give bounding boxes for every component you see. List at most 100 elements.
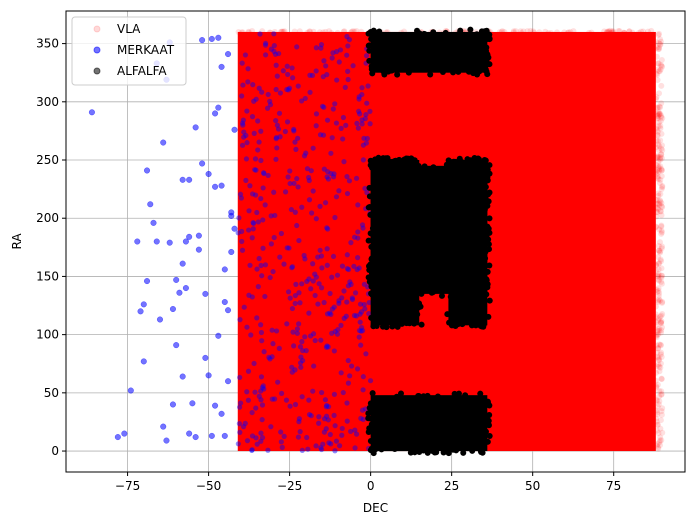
merkaat-point [241, 304, 247, 310]
vla-point [653, 407, 660, 414]
merkaat-point [349, 295, 355, 301]
merkaat-point [267, 274, 273, 281]
alfalfa-point [484, 61, 491, 68]
merkaat-point [321, 429, 327, 435]
merkaat-point [195, 246, 202, 253]
merkaat-point [332, 214, 338, 221]
vla-point [658, 167, 665, 174]
merkaat-point [224, 378, 232, 385]
vla-point [653, 397, 660, 404]
merkaat-point [334, 77, 340, 83]
vla-point [657, 36, 664, 43]
vla-point [655, 330, 662, 337]
vla-point [655, 40, 662, 47]
merkaat-point [362, 116, 368, 122]
vla-point [652, 311, 659, 318]
merkaat-point [260, 185, 266, 191]
vla-point [604, 28, 611, 35]
merkaat-point [304, 434, 310, 441]
merkaat-point [327, 290, 333, 297]
merkaat-point [272, 51, 279, 57]
alfalfa-point [393, 322, 400, 329]
legend-marker-merkaat [93, 46, 101, 54]
merkaat-point [323, 404, 330, 410]
merkaat-point [294, 44, 300, 50]
vla-point [658, 82, 665, 89]
merkaat-point [249, 191, 256, 197]
merkaat-point [313, 68, 319, 74]
merkaat-point [345, 266, 352, 273]
merkaat-point [328, 311, 334, 318]
merkaat-point [322, 416, 328, 422]
vla-point [658, 145, 665, 152]
merkaat-point [319, 265, 325, 271]
merkaat-point [186, 233, 193, 240]
merkaat-point [291, 343, 297, 349]
vla-point [278, 28, 285, 35]
merkaat-point [266, 354, 272, 361]
merkaat-point [273, 117, 279, 124]
vla-point [652, 319, 659, 326]
merkaat-point [258, 388, 264, 394]
vla-point [310, 28, 317, 35]
vla-point [659, 298, 666, 305]
alfalfa-point [401, 165, 408, 172]
merkaat-point [137, 308, 144, 315]
vla-point [659, 299, 666, 306]
alfalfa-point [374, 163, 381, 170]
merkaat-point [267, 102, 274, 108]
vla-point [657, 163, 664, 170]
merkaat-point [249, 294, 255, 300]
vla-point [659, 405, 666, 412]
vla-point [655, 44, 662, 51]
merkaat-point [310, 188, 316, 194]
vla-point [652, 377, 659, 384]
merkaat-point [236, 215, 242, 221]
merkaat-point [273, 86, 279, 93]
alfalfa-point [430, 29, 437, 36]
merkaat-point [218, 63, 225, 70]
vla-point [658, 223, 665, 230]
merkaat-point [275, 126, 282, 132]
vla-point [657, 417, 664, 424]
vla-point [656, 327, 663, 334]
merkaat-point [317, 247, 323, 253]
vla-point [291, 28, 298, 35]
vla-point [655, 430, 662, 437]
alfalfa-point [481, 413, 488, 420]
merkaat-point [355, 255, 361, 261]
merkaat-point [305, 446, 311, 452]
merkaat-point [273, 136, 279, 142]
merkaat-point [279, 444, 285, 450]
vla-point [655, 325, 662, 332]
merkaat-point [311, 363, 317, 369]
merkaat-point [317, 132, 324, 138]
merkaat-point [295, 434, 302, 440]
vla-point [358, 28, 365, 35]
vla-point [656, 197, 663, 204]
merkaat-point [319, 103, 326, 109]
merkaat-point [215, 104, 222, 111]
merkaat-point [249, 433, 256, 439]
merkaat-point [348, 363, 355, 369]
vla-point [658, 63, 665, 70]
merkaat-point [339, 425, 345, 432]
merkaat-point [306, 177, 312, 184]
vla-point [658, 376, 665, 383]
merkaat-point [285, 71, 291, 78]
merkaat-point [259, 338, 265, 344]
alfalfa-point [484, 438, 491, 445]
merkaat-point [258, 430, 264, 436]
vla-point [654, 110, 661, 117]
alfalfa-point [486, 36, 493, 43]
merkaat-point [259, 273, 265, 279]
alfalfa-point [482, 183, 489, 190]
alfalfa-point [428, 289, 435, 296]
merkaat-point [289, 364, 295, 370]
merkaat-point [351, 234, 358, 240]
vla-point [658, 353, 665, 360]
merkaat-point [239, 142, 246, 148]
vla-point [658, 437, 665, 444]
merkaat-point [330, 253, 337, 260]
